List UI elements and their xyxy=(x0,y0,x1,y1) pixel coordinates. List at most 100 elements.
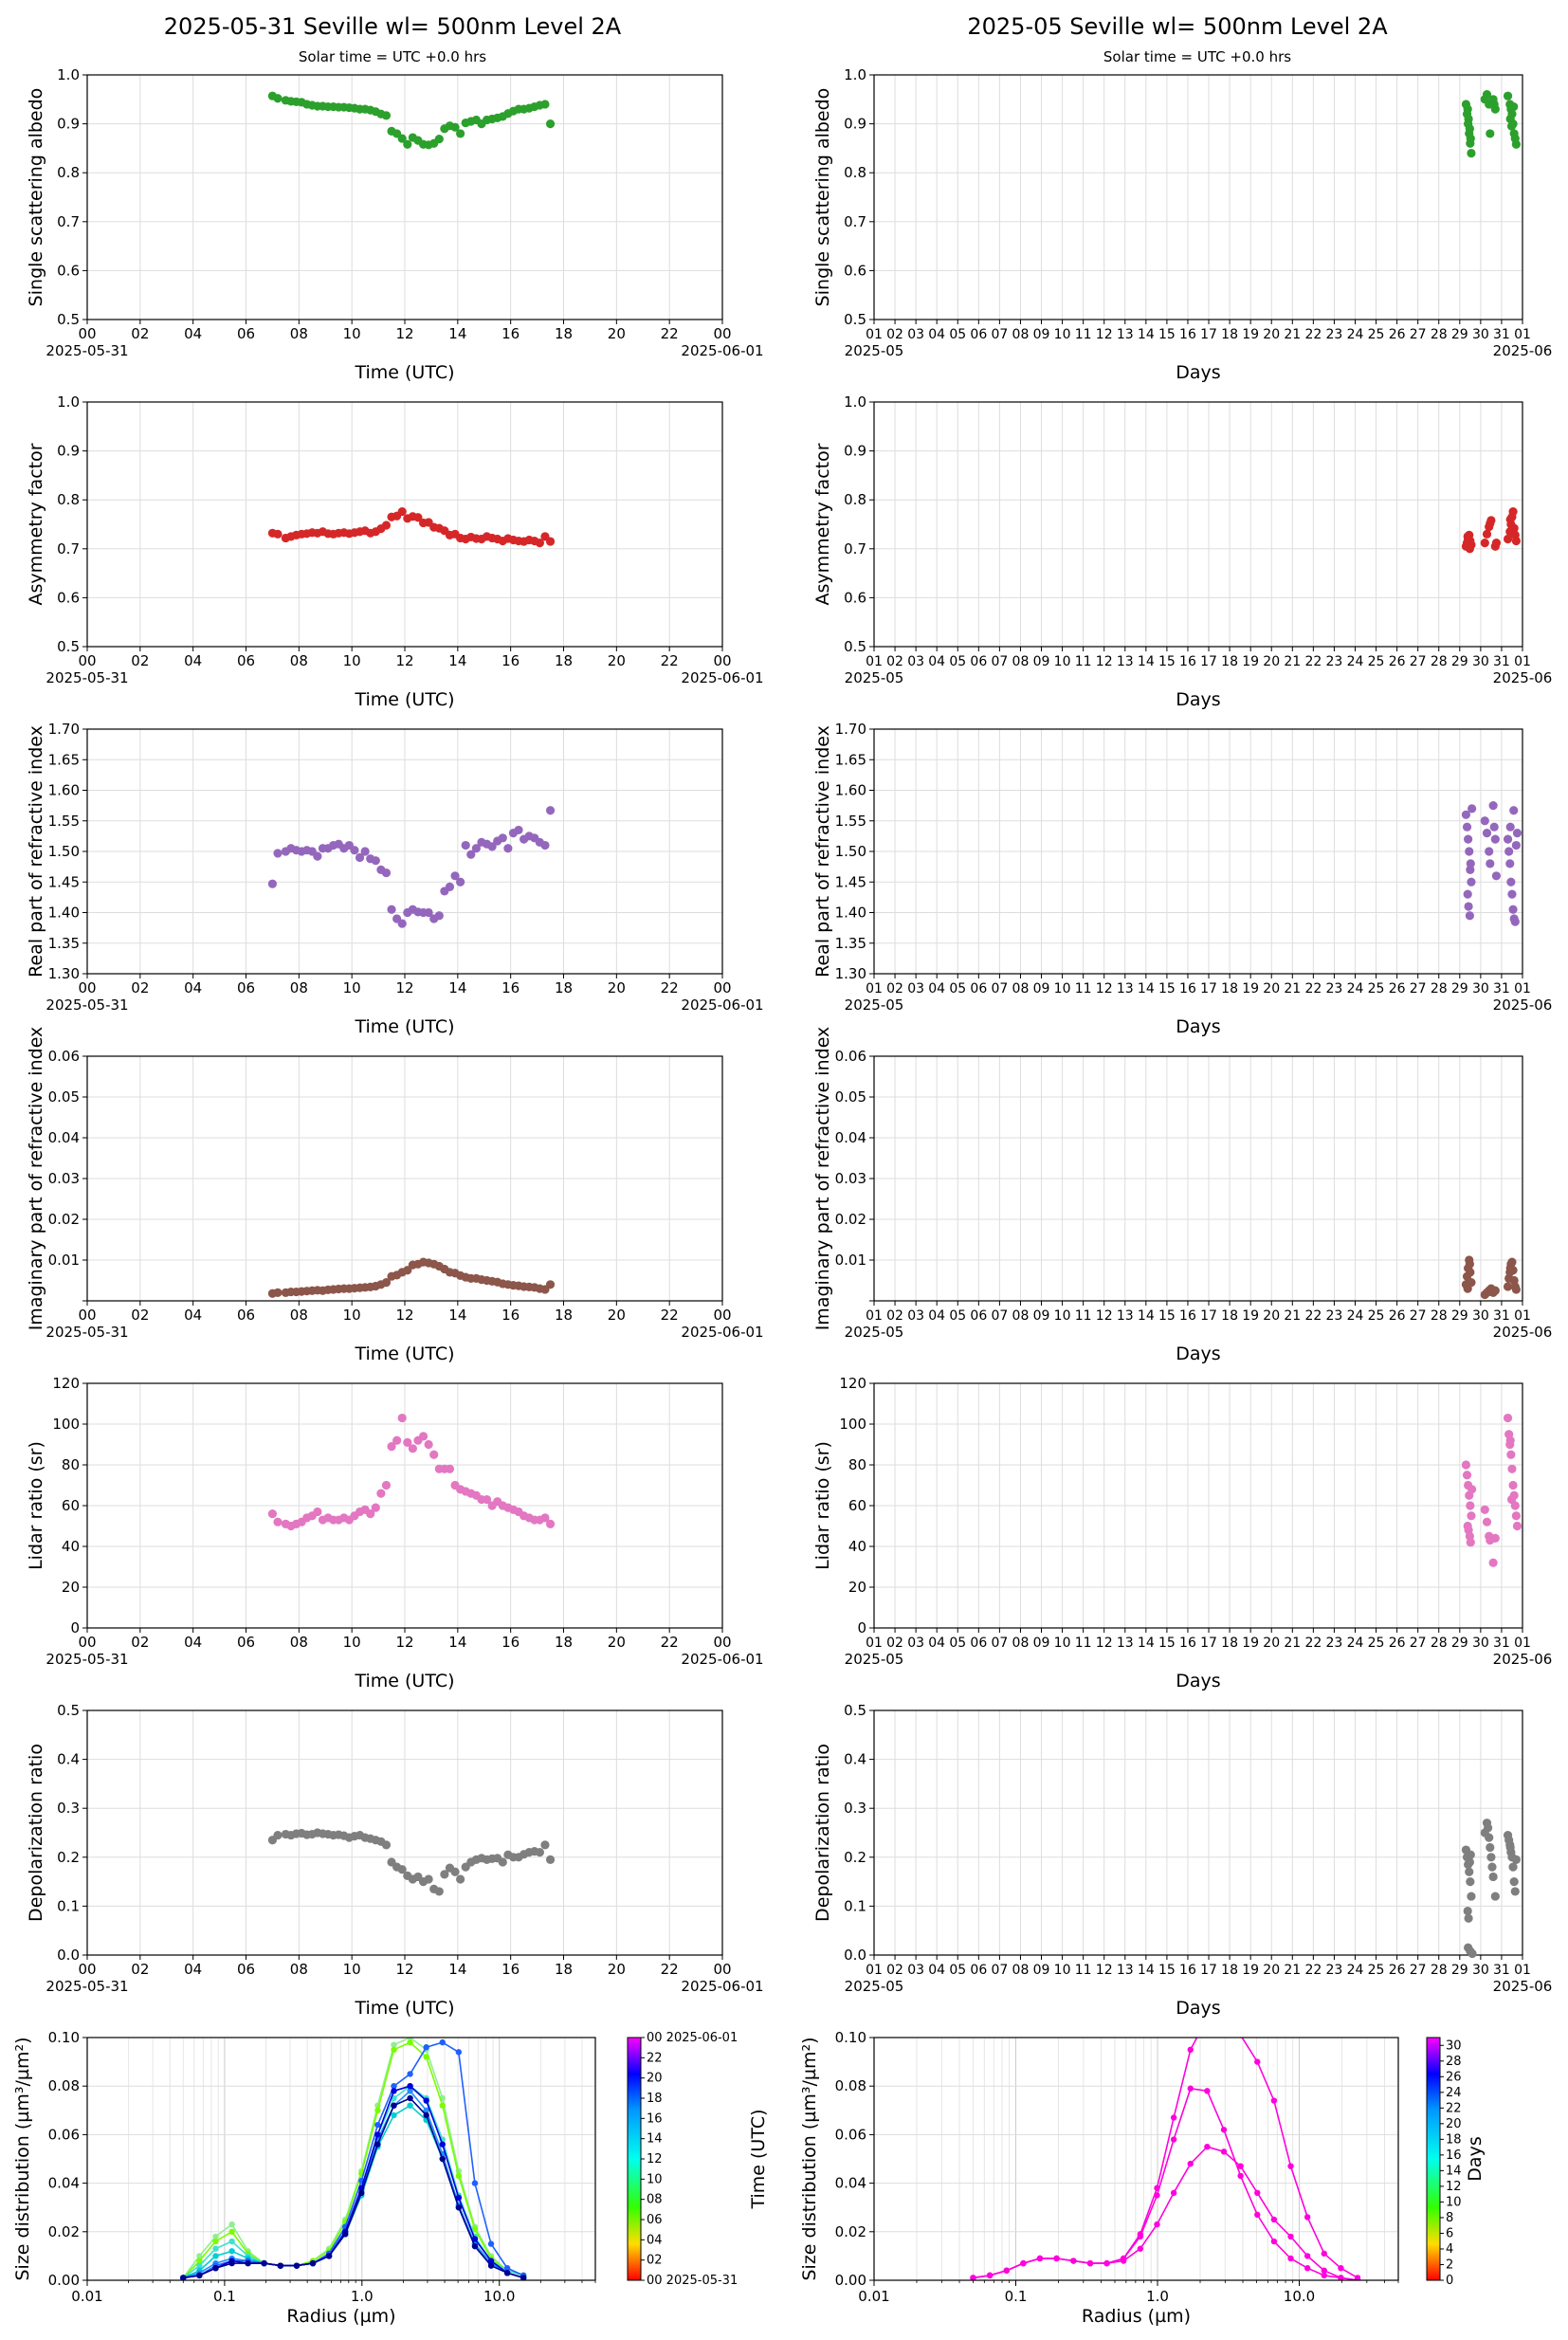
data-point xyxy=(273,94,283,103)
x-date-end-label: 2025-06 xyxy=(1493,342,1553,359)
data-point xyxy=(1465,1867,1474,1876)
data-point xyxy=(1465,1857,1474,1867)
x-tick-label: 11 xyxy=(1075,1308,1092,1324)
series-point xyxy=(423,2054,429,2060)
y-tick-label: 0.6 xyxy=(57,262,80,279)
x-tick-label: 14 xyxy=(448,1961,466,1978)
series-point xyxy=(471,2236,479,2242)
data-point xyxy=(1507,889,1517,899)
x-tick-label: 21 xyxy=(1284,1636,1301,1651)
y-axis-label: Lidar ratio (sr) xyxy=(26,1441,46,1570)
x-tick-label: 06 xyxy=(237,1634,255,1651)
x-tick-label: 22 xyxy=(1304,1636,1322,1651)
data-point xyxy=(545,119,556,129)
x-tick-label: 29 xyxy=(1451,1963,1468,1978)
data-point xyxy=(1511,536,1521,546)
colorbar-label: Days xyxy=(1465,2136,1486,2181)
x-tick-label: 27 xyxy=(1410,981,1427,996)
series-line xyxy=(182,2041,524,2278)
data-point xyxy=(1510,917,1520,926)
x-tick-label: 08 xyxy=(290,1961,308,1978)
x-date-end-label: 2025-06 xyxy=(1493,1978,1553,1995)
series-point xyxy=(1204,2088,1211,2094)
y-tick-label: 0.3 xyxy=(844,1800,866,1817)
series-point xyxy=(391,2041,397,2048)
colorbar-tick-label: 00 2025-06-01 xyxy=(647,2031,738,2045)
series-point xyxy=(180,2275,187,2280)
data-point xyxy=(1465,847,1474,856)
y-axis-label: Single scattering albedo xyxy=(812,88,833,307)
series-point xyxy=(439,2141,446,2148)
x-tick-label: 26 xyxy=(1389,1308,1406,1324)
x-tick-label: 07 xyxy=(991,1636,1008,1651)
data-point xyxy=(273,1830,283,1840)
data-point xyxy=(1468,804,1477,814)
x-tick-label: 20 xyxy=(608,1961,626,1978)
x-date-start-label: 2025-05 xyxy=(845,1324,904,1341)
x-tick-label: 27 xyxy=(1410,1963,1427,1978)
y-axis-label: Real part of refractive index xyxy=(812,725,833,978)
x-tick-label: 09 xyxy=(1033,981,1050,996)
data-point xyxy=(1503,91,1513,101)
y-tick-label: 0.3 xyxy=(57,1800,80,1817)
x-tick-label: 0.01 xyxy=(858,2288,889,2305)
y-tick-label: 0.4 xyxy=(57,1751,80,1768)
x-tick-label: 17 xyxy=(1200,1963,1217,1978)
x-tick-label: 01 xyxy=(866,327,883,342)
x-tick-label: 30 xyxy=(1472,327,1489,342)
x-tick-label: 14 xyxy=(1138,654,1155,669)
panel-depol-daily: 00 02 04 06 08 10 12 14 16 18 20 22 000.00.10.20.30.… xyxy=(26,1702,764,2019)
x-tick-label: 11 xyxy=(1075,1636,1092,1651)
y-tick-label: 1.45 xyxy=(48,873,80,890)
data-point xyxy=(1466,1501,1475,1510)
series-point xyxy=(1154,2221,1160,2228)
y-tick-label: 1.40 xyxy=(835,905,866,922)
data-point xyxy=(482,1494,492,1505)
data-point xyxy=(456,129,465,138)
series-point xyxy=(423,2044,429,2051)
data-point xyxy=(545,806,556,815)
data-point xyxy=(1491,539,1502,548)
data-point xyxy=(381,521,392,530)
series-point xyxy=(1354,2276,1361,2280)
x-tick-label: 17 xyxy=(1200,1636,1217,1651)
x-tick-label: 25 xyxy=(1368,1963,1385,1978)
x-tick-label: 12 xyxy=(395,325,413,342)
x-tick-label: 01 xyxy=(866,1308,883,1324)
x-date-end-label: 2025-06-01 xyxy=(681,1978,763,1995)
data-point xyxy=(1480,539,1489,548)
x-tick-label: 27 xyxy=(1410,327,1427,342)
x-tick-label: 1.0 xyxy=(351,2288,374,2305)
x-tick-label: 03 xyxy=(907,327,924,342)
x-tick-label: 04 xyxy=(928,654,945,669)
y-tick-label: 60 xyxy=(62,1497,80,1514)
series-point xyxy=(1270,2238,1278,2245)
series-point xyxy=(1070,2258,1077,2264)
x-axis-label: Days xyxy=(1176,362,1220,383)
series-point xyxy=(1036,2255,1044,2262)
x-tick-label: 00 xyxy=(78,1307,96,1324)
x-tick-label: 05 xyxy=(949,654,966,669)
x-tick-label: 27 xyxy=(1410,1308,1427,1324)
x-tick-label: 07 xyxy=(991,654,1008,669)
data-point xyxy=(273,849,283,858)
colorbar-tick-label: 22 xyxy=(1446,2101,1462,2115)
x-tick-label: 00 xyxy=(713,979,731,996)
data-point xyxy=(360,847,370,856)
y-axis-label: Real part of refractive index xyxy=(26,725,46,978)
y-tick-label: 80 xyxy=(62,1456,80,1473)
x-tick-label: 10 xyxy=(343,652,361,669)
x-tick-label: 29 xyxy=(1451,1636,1468,1651)
x-tick-label: 14 xyxy=(1138,1636,1155,1651)
panel-lidar-monthly: 01 02 03 04 05 06 07 08 09 10 11 12 13 14 15 16 17 18 19 20… xyxy=(812,1375,1552,1691)
x-tick-label: 07 xyxy=(991,327,1008,342)
x-date-end-label: 2025-06-01 xyxy=(681,1324,763,1341)
x-tick-label: 10 xyxy=(1054,1963,1071,1978)
data-point xyxy=(273,1517,283,1526)
y-tick-label: 0.5 xyxy=(57,1702,80,1719)
data-point xyxy=(545,1855,556,1864)
x-tick-label: 08 xyxy=(1012,981,1030,996)
x-tick-label: 05 xyxy=(949,1636,966,1651)
panel-imag-ri-monthly: 01 02 03 04 05 06 07 08 09 10 11 12 13 14 15 16 17 18 19 20… xyxy=(812,1027,1552,1364)
x-tick-label: 18 xyxy=(555,1961,573,1978)
